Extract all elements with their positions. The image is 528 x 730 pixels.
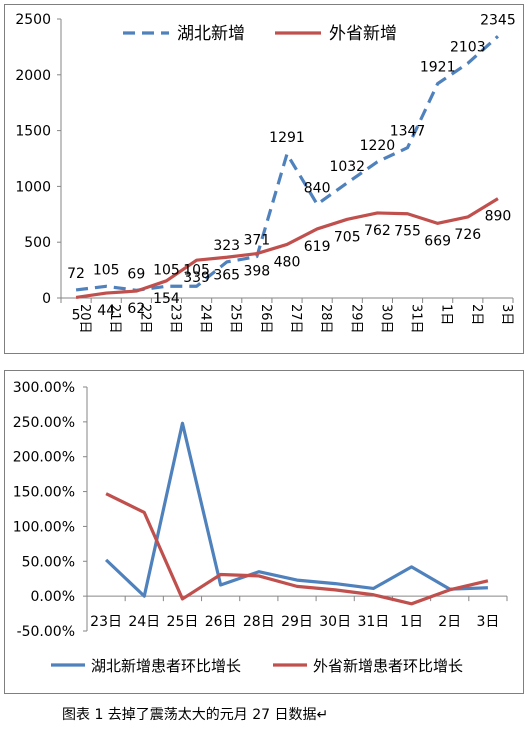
x-tick-label: 26日 (258, 304, 273, 334)
y-tick-label: 1000 (15, 179, 51, 195)
data-label-hubei: 105 (93, 262, 120, 278)
data-label-hubei: 105 (153, 262, 180, 278)
y-tick-label: 200.00% (13, 450, 75, 466)
y-tick-label: 150.00% (13, 485, 75, 501)
x-tick-label: 26日 (205, 614, 237, 630)
y-tick-label: 0 (42, 291, 51, 307)
data-label-hubei: 72 (67, 266, 85, 282)
x-tick-label: 30日 (378, 304, 393, 334)
figure-caption: 图表 1 去掉了震荡太大的元月 27 日数据↵ (62, 707, 329, 723)
x-tick-label: 31日 (357, 614, 389, 630)
x-tick-label: 3日 (499, 304, 514, 325)
data-label-hubei: 2103 (450, 39, 486, 55)
series-line-other-provinces-growth (105, 492, 489, 606)
x-tick-label: 28日 (243, 614, 275, 630)
x-tick-label: 29日 (281, 614, 313, 630)
data-label-other-provinces: 619 (304, 239, 331, 255)
data-label-other-provinces: 705 (334, 229, 361, 245)
x-tick-label: 30日 (319, 614, 351, 630)
x-tick-label: 25日 (228, 304, 243, 334)
growth-rate-chart: -50.00% 0.00% 50.00% 100.00% 150.00% 200.00% 2… (4, 370, 524, 694)
x-tick-label: 24日 (198, 304, 213, 334)
data-label-other-provinces: 5 (72, 307, 81, 323)
x-tick-label: 27日 (288, 304, 303, 334)
data-label-hubei: 105 (183, 262, 210, 278)
data-label-hubei: 69 (127, 266, 145, 282)
data-label-hubei: 2345 (480, 12, 516, 28)
data-label-hubei: 1032 (329, 159, 365, 175)
y-tick-label: 2000 (15, 68, 51, 84)
y-tick-label: 0.00% (31, 589, 75, 605)
new-cases-chart-svg: 0 500 1000 1500 2000 2500 20日 21日 22日 23日 24日 25日 26… (15, 12, 516, 334)
y-tick-label: 500 (24, 235, 51, 251)
y-tick-label: 1500 (15, 124, 51, 140)
x-tick-label: 1日 (400, 614, 423, 630)
x-tick-label: 2日 (438, 614, 461, 630)
y-tick-label: 250.00% (13, 415, 75, 431)
data-label-other-provinces: 62 (127, 301, 145, 317)
data-label-other-provinces: 398 (243, 264, 270, 280)
data-label-hubei: 1220 (360, 138, 396, 154)
y-tick-label: 50.00% (22, 554, 75, 570)
data-label-other-provinces: 44 (97, 303, 115, 319)
x-tick-label: 28日 (318, 304, 333, 334)
x-tick-label: 21日 (107, 304, 122, 334)
y-tick-label: -50.00% (17, 624, 75, 640)
x-tick-label: 25日 (167, 614, 199, 630)
legend-label-hubei-growth: 湖北新增患者环比增长 (91, 657, 241, 675)
x-tick-label: 22日 (137, 304, 152, 334)
legend-label-other-provinces-growth: 外省新增患者环比增长 (313, 657, 463, 675)
data-label-other-provinces: 755 (394, 224, 421, 240)
x-tick-label: 1日 (439, 304, 454, 325)
y-tick-label: 300.00% (13, 380, 75, 396)
x-tick-label: 23日 (167, 304, 182, 334)
data-label-hubei: 1291 (269, 130, 305, 146)
series-line-other-provinces (75, 197, 499, 300)
x-tick-label: 29日 (348, 304, 363, 334)
x-tick-label: 20日 (77, 304, 92, 334)
series-line-hubei-growth (104, 421, 488, 598)
data-label-other-provinces: 365 (213, 267, 240, 283)
new-cases-chart: 0 500 1000 1500 2000 2500 20日 21日 22日 23日 24日 25日 26… (4, 4, 524, 354)
data-label-other-provinces: 339 (183, 270, 210, 286)
data-label-hubei: 1921 (420, 60, 456, 76)
legend-label-other-provinces: 外省新增 (329, 24, 397, 44)
x-tick-label: 2日 (469, 304, 484, 325)
x-tick-label: 3日 (476, 614, 499, 630)
data-label-hubei: 840 (304, 180, 331, 196)
data-label-other-provinces: 726 (454, 227, 481, 243)
data-label-hubei: 1347 (390, 124, 426, 140)
x-tick-label: 31日 (409, 304, 424, 334)
x-tick-label: 24日 (128, 614, 160, 630)
legend-label-hubei: 湖北新增 (177, 24, 245, 44)
data-label-hubei: 371 (243, 233, 270, 249)
growth-rate-chart-svg: -50.00% 0.00% 50.00% 100.00% 150.00% 200.00% 2… (13, 380, 508, 675)
data-label-other-provinces: 154 (153, 291, 180, 307)
x-tick-label: 23日 (90, 614, 122, 630)
y-tick-label: 2500 (15, 12, 51, 28)
data-label-hubei: 323 (213, 238, 240, 254)
data-label-other-provinces: 890 (485, 209, 512, 225)
y-tick-label: 100.00% (13, 519, 75, 535)
data-label-other-provinces: 762 (364, 223, 391, 239)
data-label-other-provinces: 480 (274, 254, 301, 270)
data-label-other-provinces: 669 (424, 233, 451, 249)
